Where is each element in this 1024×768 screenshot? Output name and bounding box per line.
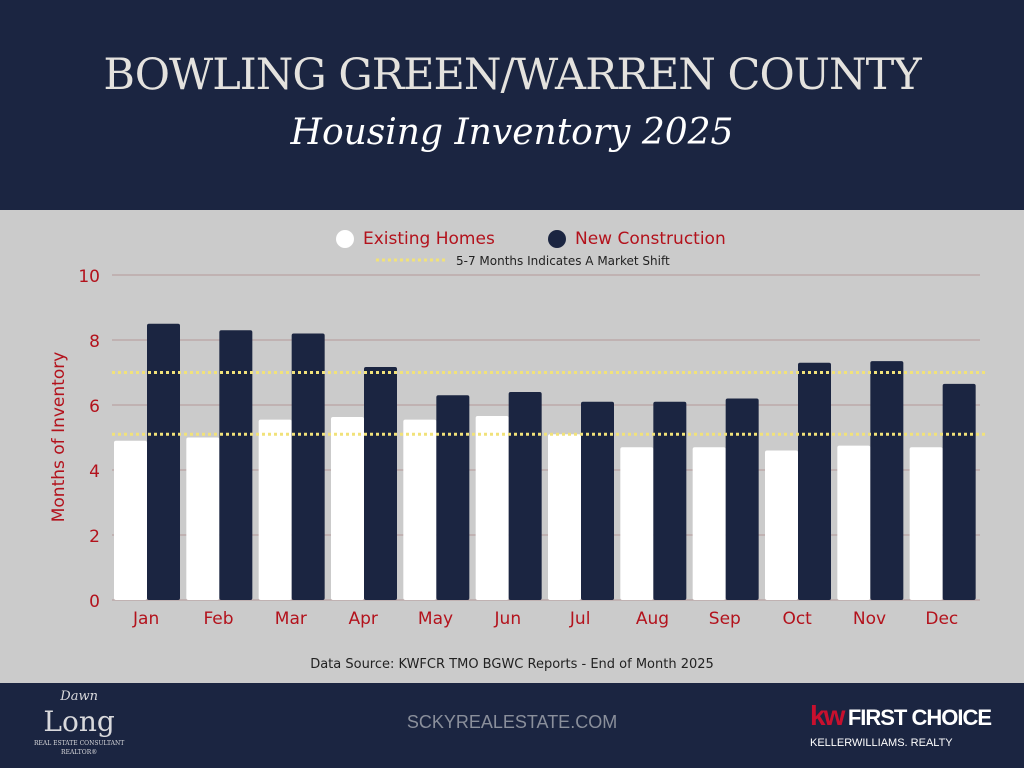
logo-text: REAL ESTATE CONSULTANT <box>34 740 125 747</box>
footer <box>0 683 1024 768</box>
logo-text: FIRST CHOICE <box>847 705 992 730</box>
page-title: BOWLING GREEN/WARREN COUNTY <box>103 50 921 100</box>
logo-text: Long <box>43 705 115 738</box>
logo-text: KELLERWILLIAMS. REALTY <box>810 737 953 749</box>
header-banner: BOWLING GREEN/WARREN COUNTY Housing Inve… <box>0 0 1024 210</box>
page-subtitle: Housing Inventory 2025 <box>290 112 734 153</box>
logo-text: REALTOR® <box>61 749 98 756</box>
dawn-long-logo: Dawn Long REAL ESTATE CONSULTANT REALTOR… <box>34 688 124 757</box>
chart-panel <box>0 210 1024 683</box>
data-source: Data Source: KWFCR TMO BGWC Reports - En… <box>310 657 714 672</box>
keller-williams-logo: kw FIRST CHOICE KELLERWILLIAMS. REALTY <box>810 700 992 750</box>
logo-text: Dawn <box>60 689 98 704</box>
logo-text: kw <box>810 700 845 731</box>
website-link[interactable]: SCKYREALESTATE.COM <box>406 712 618 732</box>
